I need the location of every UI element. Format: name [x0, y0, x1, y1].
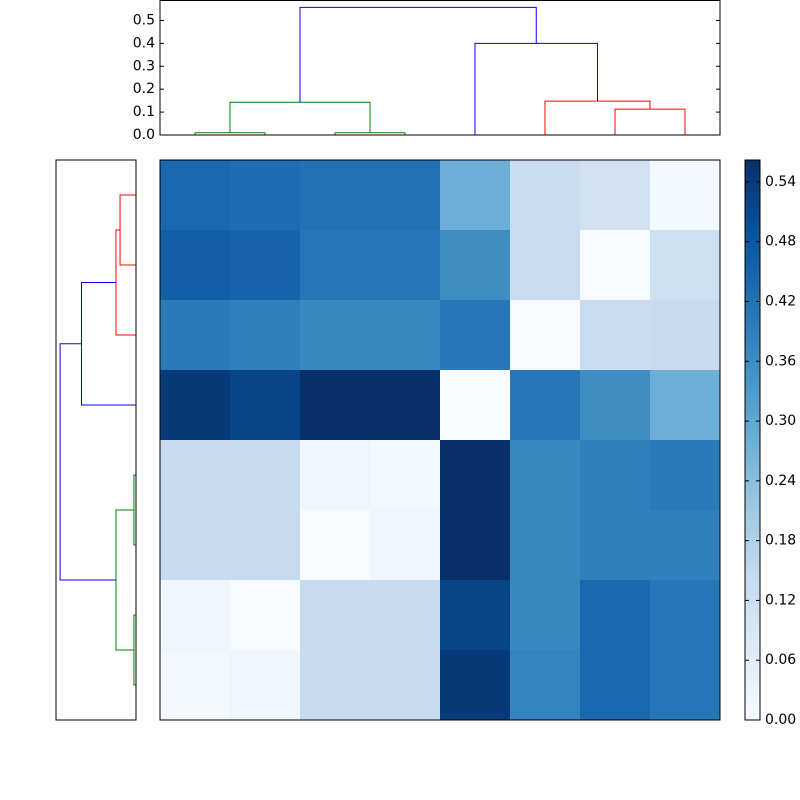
- heatmap-cell: [230, 510, 301, 581]
- heatmap-cell: [160, 370, 231, 441]
- heatmap-cell: [440, 370, 511, 441]
- heatmap-cell: [580, 370, 651, 441]
- dendrogram-link: [59, 343, 116, 581]
- heatmap-cell: [510, 160, 581, 231]
- heatmap-cell: [300, 440, 371, 511]
- colorbar-tick-label: 0.42: [765, 293, 796, 309]
- heatmap-cell: [580, 580, 651, 651]
- heatmap-cell: [440, 440, 511, 511]
- heatmap-cell: [370, 160, 441, 231]
- heatmap-cell: [650, 510, 721, 581]
- colorbar-tick-label: 0.00: [765, 712, 796, 728]
- heatmap-cell: [440, 160, 511, 231]
- heatmap-cell: [300, 230, 371, 301]
- heatmap-cell: [160, 580, 231, 651]
- heatmap-cell: [440, 510, 511, 581]
- heatmap-cell: [230, 440, 301, 511]
- colorbar-tick-label: 0.36: [765, 353, 796, 369]
- heatmap-cell: [650, 440, 721, 511]
- heatmap-cell: [440, 650, 511, 721]
- heatmap-cell: [580, 440, 651, 511]
- y-tick-label: 0.5: [133, 12, 155, 28]
- colorbar-tick-label: 0.30: [765, 413, 796, 429]
- heatmap-cell: [370, 230, 441, 301]
- heatmap-cell: [440, 230, 511, 301]
- heatmap-cell: [440, 300, 511, 371]
- heatmap-cell: [510, 370, 581, 441]
- heatmap-cell: [370, 300, 441, 371]
- heatmap-cell: [160, 160, 231, 231]
- heatmap-cell: [650, 230, 721, 301]
- heatmap-cell: [580, 160, 651, 231]
- heatmap-cell: [230, 650, 301, 721]
- heatmap-cell: [510, 580, 581, 651]
- colorbar-tick-label: 0.18: [765, 533, 796, 549]
- dendrogram-link: [299, 6, 537, 103]
- heatmap-cell: [370, 370, 441, 441]
- heatmap-cell: [650, 300, 721, 371]
- heatmap-cell: [580, 650, 651, 721]
- y-tick-label: 0.1: [133, 104, 155, 120]
- heatmap-cell: [300, 650, 371, 721]
- heatmap-cell: [160, 440, 231, 511]
- colorbar-tick-label: 0.06: [765, 652, 796, 668]
- axes-frame: [159, 159, 721, 721]
- heatmap-cell: [300, 510, 371, 581]
- heatmap-cell: [510, 300, 581, 371]
- colorbar: [744, 159, 761, 721]
- heatmap-cell: [580, 230, 651, 301]
- y-tick-label: 0.4: [133, 35, 155, 51]
- y-tick-label: 0.2: [133, 81, 155, 97]
- heatmap-cell: [230, 580, 301, 651]
- heatmap-cell: [300, 370, 371, 441]
- heatmap-cell: [370, 510, 441, 581]
- heatmap-cell: [650, 580, 721, 651]
- heatmap-cell: [510, 510, 581, 581]
- colorbar-tick-label: 0.54: [765, 174, 796, 190]
- heatmap-cell: [370, 580, 441, 651]
- heatmap-cell: [580, 510, 651, 581]
- heatmap-cell: [230, 300, 301, 371]
- heatmap-cell: [160, 230, 231, 301]
- y-tick-label: 0.0: [133, 127, 155, 143]
- heatmap-cell: [160, 300, 231, 371]
- heatmap-cell: [230, 230, 301, 301]
- heatmap-cell: [370, 440, 441, 511]
- heatmap-cell: [510, 440, 581, 511]
- colorbar-tick-label: 0.48: [765, 234, 796, 250]
- heatmap-cell: [650, 160, 721, 231]
- axes-frame: [55, 159, 137, 721]
- heatmap-cell: [160, 510, 231, 581]
- heatmap-cell: [370, 650, 441, 721]
- heatmap-cell: [440, 580, 511, 651]
- heatmap-cell: [510, 230, 581, 301]
- heatmap-cell: [580, 300, 651, 371]
- axes-frame: [159, 0, 721, 136]
- heatmap-cell: [230, 370, 301, 441]
- colorbar-tick-label: 0.12: [765, 592, 796, 608]
- heatmap-cell: [650, 650, 721, 721]
- colorbar-tick-label: 0.24: [765, 473, 796, 489]
- heatmap-cell: [160, 650, 231, 721]
- heatmap-cell: [510, 650, 581, 721]
- heatmap-cell: [300, 160, 371, 231]
- y-tick-label: 0.3: [133, 58, 155, 74]
- heatmap-cell: [230, 160, 301, 231]
- heatmap-cell: [300, 300, 371, 371]
- heatmap-cell: [300, 580, 371, 651]
- heatmap-cell: [650, 370, 721, 441]
